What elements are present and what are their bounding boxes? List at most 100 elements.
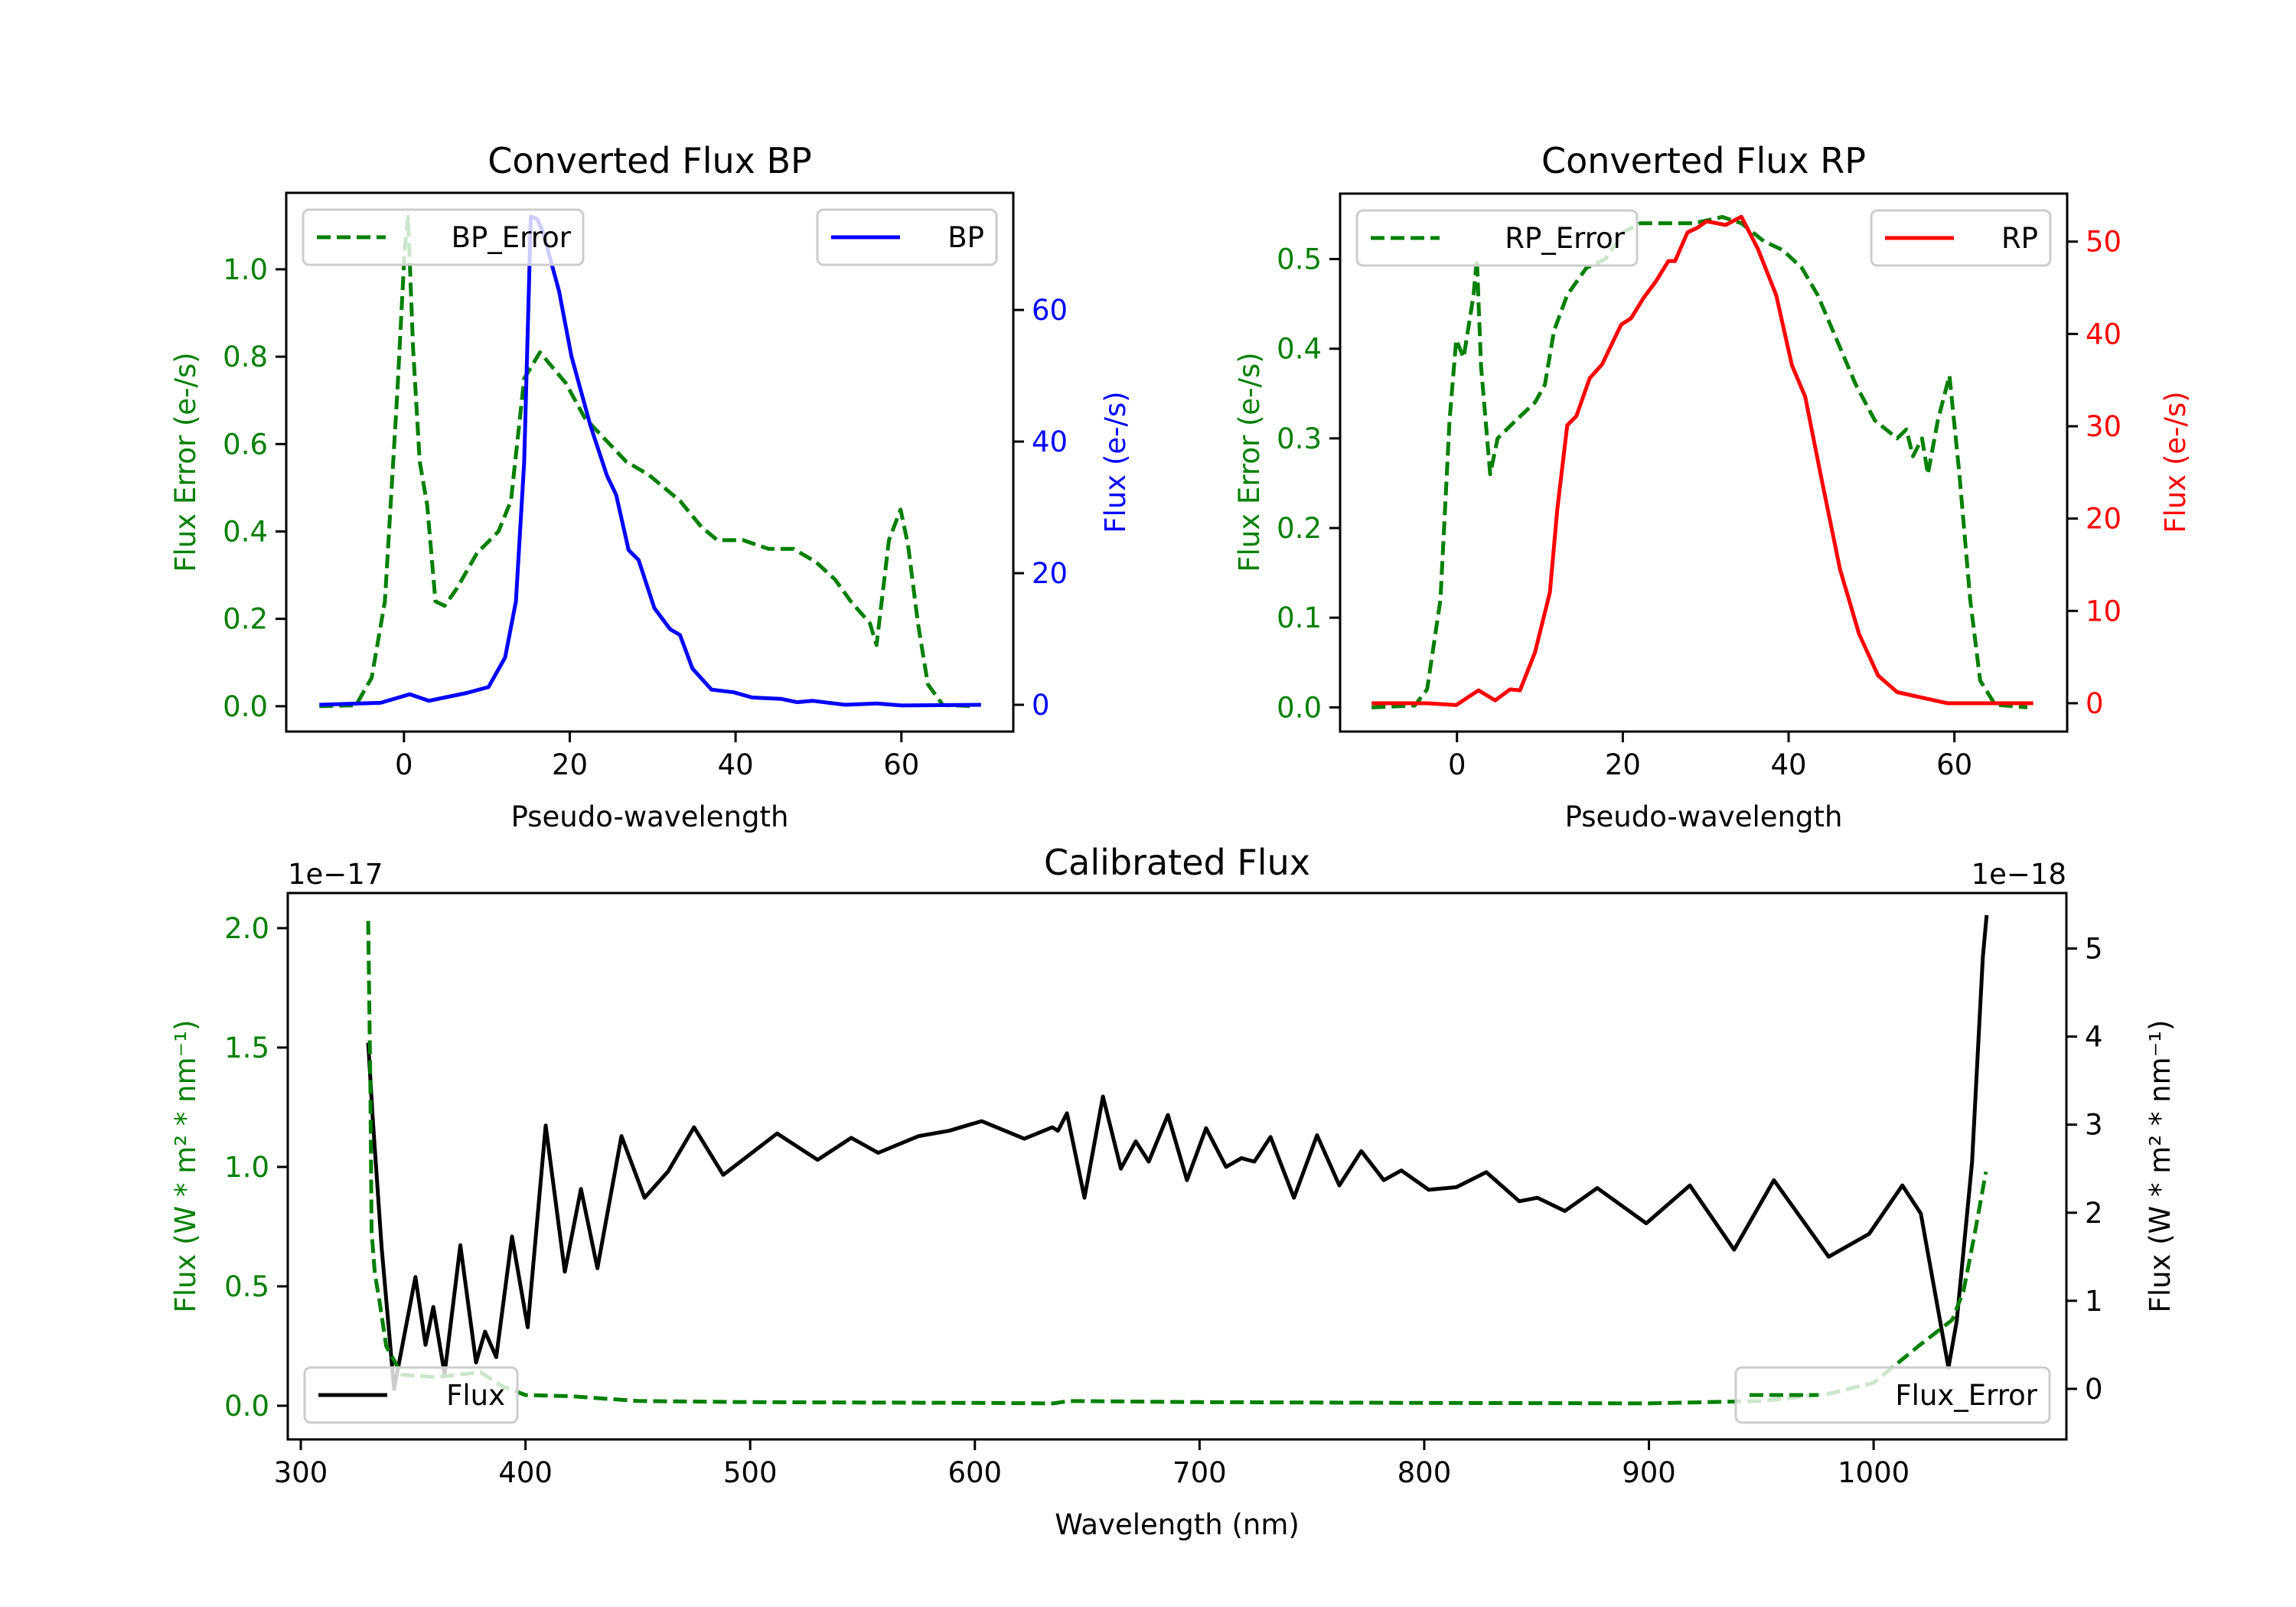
offset-text-left: 1e−17 [288,858,383,891]
series-layer [366,914,1989,1406]
series-layer [1371,214,2033,709]
series-layer [319,214,981,709]
x-tick-label: 600 [947,1456,1002,1489]
legend-label: BP_Error [452,221,572,254]
y-tick-label-left: 0.6 [223,428,268,461]
legend-label: BP [947,221,984,254]
x-tick-label: 1000 [1838,1456,1910,1489]
y-tick-label-left: 0.2 [1277,512,1322,545]
y-tick-label-left: 0.5 [224,1270,269,1303]
series-line-bp-error [319,214,976,709]
y-tick-label-right: 20 [2086,503,2122,536]
y-tick-label-left: 1.0 [223,253,268,286]
subplot-bp: Converted Flux BP 0 20 40 60 0.0 0.2 0.4 0.6 0.8… [169,140,1132,833]
axes-frame [1339,192,2069,733]
x-tick-label: 400 [498,1456,553,1489]
x-tick-label: 700 [1172,1456,1227,1489]
x-tick-label: 20 [552,748,588,781]
subplot-title: Converted Flux BP [488,140,812,181]
legend-flux-error: Flux_Error [1734,1366,2051,1424]
x-tick-label: 0 [395,748,413,781]
y-tick-label-left: 0.4 [223,515,268,548]
y-axis-label-right: Flux (e-/s) [1099,391,1132,533]
y-tick-label-right: 40 [2086,318,2122,350]
x-tick-label: 40 [718,748,754,781]
y-tick-label-right: 1 [2085,1285,2103,1318]
y-tick-label-left: 0.2 [223,603,268,636]
y-tick-label-left: 0.5 [1277,243,1322,276]
plot-area: 0 20 40 60 0.0 0.1 0.2 0.3 0.4 0.5 0 10 20 30 40 50 RP_E… [1277,192,2122,781]
y-tick-label-right: 3 [2085,1109,2103,1142]
y-tick-label-right: 20 [1032,557,1068,590]
subplot-title: Calibrated Flux [1044,842,1310,883]
legend-rp: RP [1870,209,2052,267]
series-line-flux-error [366,921,1988,1406]
y-axis-label-left: Flux Error (e-/s) [169,352,202,572]
axes-frame [285,191,1015,733]
subplot-rp: Converted Flux RP 0 20 40 60 0.0 0.1 0.2 0.3 0.4… [1233,140,2192,833]
y-axis-label-right: Flux (W * m² * nm⁻¹) [2144,1020,2177,1313]
y-tick-label-right: 60 [1032,294,1068,327]
x-tick-label: 900 [1622,1456,1676,1489]
y-tick-label-right: 0 [1032,689,1050,722]
legend-box [303,1366,519,1424]
y-tick-label-right: 50 [2086,226,2122,259]
series-line-bp [319,214,981,708]
y-tick-label-left: 0.0 [223,690,268,723]
x-tick-label: 800 [1397,1456,1452,1489]
y-axis-label-right: Flux (e-/s) [2159,391,2192,533]
subplot-calibrated: Calibrated Flux 1e−17 1e−18 300 400 500 600… [169,842,2177,1541]
y-axis-label-left: Flux (W * m² * nm⁻¹) [169,1020,202,1313]
series-line-rp [1371,214,2033,707]
series-line-flux [366,914,1989,1391]
legend-flux: Flux [303,1366,519,1424]
x-tick-label: 60 [883,748,919,781]
x-tick-label: 20 [1605,748,1641,781]
series-line-rp-error [1371,215,2028,709]
legend-box [1355,209,1639,267]
y-tick-label-right: 30 [2086,410,2122,443]
y-tick-label-left: 0.3 [1277,422,1322,455]
legend-box [1734,1366,2051,1424]
x-tick-label: 40 [1770,748,1806,781]
legend-box [816,208,998,266]
legend-label: RP [2001,222,2038,255]
y-tick-label-left: 0.4 [1277,333,1322,366]
y-tick-label-left: 0.1 [1277,601,1322,634]
y-tick-label-right: 0 [2085,1373,2103,1406]
y-tick-label-left: 1.0 [224,1151,269,1184]
y-tick-label-right: 4 [2085,1021,2103,1054]
legend-bp-error: BP_Error [302,208,585,266]
y-tick-label-right: 10 [2086,595,2122,627]
y-tick-label-left: 0.0 [1277,691,1322,724]
x-tick-label: 0 [1448,748,1466,781]
x-tick-label: 300 [274,1456,328,1489]
legend-label: Flux [446,1379,505,1412]
legend-rp-error: RP_Error [1355,209,1639,267]
y-tick-label-left: 1.5 [224,1032,269,1064]
plot-area: 0 20 40 60 0.0 0.2 0.4 0.6 0.8 1.0 0 20 40 60 BP_Error… [223,191,1068,781]
legend-label: Flux_Error [1895,1379,2037,1412]
y-tick-label-left: 0.8 [223,341,268,373]
legend-bp: BP [816,208,998,266]
y-tick-label-right: 40 [1032,425,1068,458]
offset-text-right: 1e−18 [1971,858,2066,891]
legend-label: RP_Error [1505,222,1625,255]
x-tick-label: 60 [1936,748,1972,781]
legend-box [1870,209,2052,267]
y-axis-label-left: Flux Error (e-/s) [1233,352,1266,572]
subplot-title: Converted Flux RP [1541,140,1866,181]
y-tick-label-left: 2.0 [224,912,269,945]
x-axis-label: Wavelength (nm) [1055,1508,1300,1541]
plot-area: 300 400 500 600 700 800 900 1000 0.0 0.5 1.0 1.5 2.0… [224,892,2103,1489]
y-tick-label-right: 2 [2085,1197,2103,1230]
x-axis-label: Pseudo-wavelength [511,800,789,833]
x-axis-label: Pseudo-wavelength [1565,800,1843,833]
y-tick-label-left: 0.0 [224,1390,269,1423]
y-tick-label-right: 5 [2085,933,2103,966]
x-tick-label: 500 [723,1456,778,1489]
y-tick-label-right: 0 [2086,687,2104,720]
legend-box [302,208,585,266]
